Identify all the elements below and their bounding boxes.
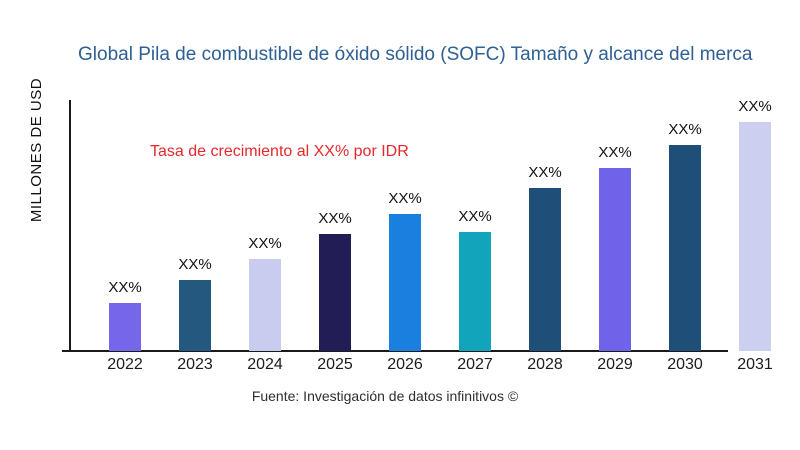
x-axis-tick-label-2025: 2025	[317, 356, 353, 373]
x-axis-tick-label-2022: 2022	[107, 356, 143, 373]
bar-2024	[249, 259, 281, 351]
bar-2026	[389, 214, 421, 351]
source-caption: Fuente: Investigación de datos infinitiv…	[251, 388, 519, 404]
bar-value-label-2024: XX%	[248, 235, 282, 252]
bar-value-label-2022: XX%	[108, 279, 142, 296]
bar-value-label-2027: XX%	[458, 208, 492, 225]
x-axis-tick-label-2031: 2031	[737, 356, 773, 373]
x-axis-tick-label-2023: 2023	[177, 356, 213, 373]
chart-title: Global Pila de combustible de óxido sóli…	[78, 44, 753, 65]
bar-value-label-2031: XX%	[738, 98, 772, 115]
bar-2028	[529, 188, 561, 351]
bar-2023	[179, 280, 211, 351]
bar-2029	[599, 168, 631, 351]
bar-value-label-2030: XX%	[668, 121, 702, 138]
bar-value-label-2025: XX%	[318, 210, 352, 227]
bar-value-label-2028: XX%	[528, 164, 562, 181]
x-axis-tick-label-2030: 2030	[667, 356, 703, 373]
growth-rate-annotation: Tasa de crecimiento al XX% por IDR	[150, 143, 409, 160]
x-axis-tick-label-2028: 2028	[527, 356, 563, 373]
bar-2027	[459, 232, 491, 351]
x-axis-tick-label-2029: 2029	[597, 356, 633, 373]
bar-2022	[109, 303, 141, 351]
bar-2031	[739, 122, 771, 351]
x-axis-tick-label-2027: 2027	[457, 356, 493, 373]
bar-2025	[319, 234, 351, 351]
x-axis-tick-label-2026: 2026	[387, 356, 423, 373]
x-axis-tick-label-2024: 2024	[247, 356, 283, 373]
bar-2030	[669, 145, 701, 351]
y-axis-line	[69, 100, 71, 351]
bar-value-label-2023: XX%	[178, 256, 212, 273]
bar-value-label-2029: XX%	[598, 144, 632, 161]
bar-value-label-2026: XX%	[388, 190, 422, 207]
